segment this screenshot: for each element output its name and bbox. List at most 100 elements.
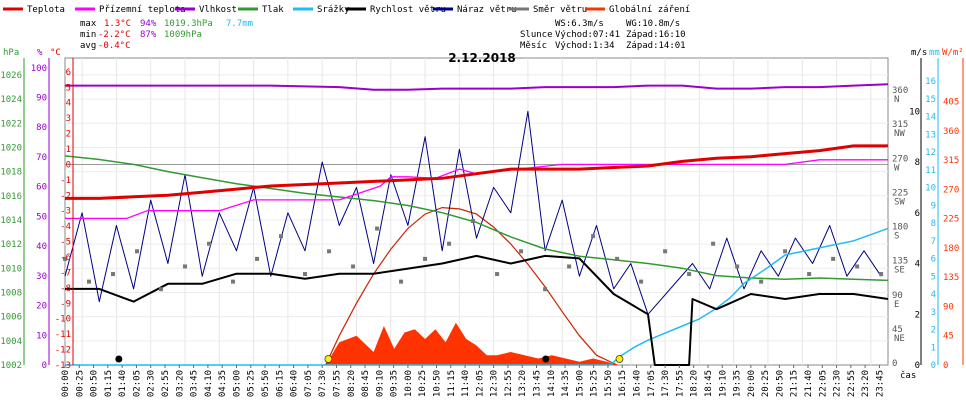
tick-label-hpa: 1012 bbox=[0, 240, 22, 250]
tick-label-hpa: 1020 bbox=[0, 143, 22, 153]
wind-direction-point bbox=[567, 264, 572, 269]
tick-label-mm: 8 bbox=[931, 219, 936, 229]
tick-label-degc: 3 bbox=[66, 114, 71, 124]
tick-label-degc: 2 bbox=[66, 130, 71, 140]
tick-label-time: 07:30 bbox=[318, 370, 328, 397]
wind-direction-point bbox=[159, 287, 164, 292]
tick-label-degc: -7 bbox=[60, 268, 71, 278]
tick-label-time: 21:15 bbox=[790, 370, 800, 397]
tick-label-hpa: 1006 bbox=[0, 313, 22, 323]
axis-unit-degc: °C bbox=[50, 48, 61, 58]
tick-label-time: 17:30 bbox=[661, 370, 671, 397]
tick-label-degc: -13 bbox=[55, 361, 71, 371]
tick-label-degc: -2 bbox=[60, 191, 71, 201]
tick-label-hpa: 1002 bbox=[0, 361, 22, 371]
series-temperature bbox=[65, 144, 888, 200]
tick-label-mm: 0 bbox=[931, 361, 936, 371]
tick-label-time: 16:15 bbox=[618, 370, 628, 397]
legend-label: Směr větru bbox=[533, 5, 587, 15]
tick-label-time: 08:20 bbox=[347, 370, 357, 397]
tick-label-mm: 1 bbox=[931, 343, 936, 353]
tick-label-time: 03:45 bbox=[190, 370, 200, 397]
wind-direction-point bbox=[543, 287, 548, 292]
tick-label-hpa: 1010 bbox=[0, 264, 22, 274]
tick-label-time: 06:40 bbox=[290, 370, 300, 397]
tick-label-hpa: 1004 bbox=[0, 337, 22, 347]
tick-label-ms: 6 bbox=[915, 209, 920, 219]
tick-label-degc: -8 bbox=[60, 284, 71, 294]
tick-label-degc: -11 bbox=[55, 330, 71, 340]
tick-label-time: 20:25 bbox=[761, 370, 771, 397]
tick-label-mm: 7 bbox=[931, 237, 936, 247]
tick-label-time: 07:55 bbox=[332, 370, 342, 397]
tick-label-degc: 6 bbox=[66, 68, 71, 78]
wind-direction-point bbox=[807, 272, 812, 277]
wind-direction-point bbox=[519, 249, 524, 254]
tick-label-ms: 10 bbox=[909, 107, 920, 117]
tick-label-time: 14:10 bbox=[547, 370, 557, 397]
tick-label-wind-direction: 90 bbox=[892, 291, 903, 301]
tick-label-time: 23:45 bbox=[875, 370, 885, 397]
tick-label-time: 06:15 bbox=[275, 370, 285, 397]
tick-label-wind-direction: 315 bbox=[892, 120, 908, 130]
wind-direction-point bbox=[615, 256, 620, 261]
stat-min-temp: -2.2°C bbox=[98, 30, 131, 40]
axis-unit-ms: m/s bbox=[911, 48, 927, 58]
tick-label-time: 10:25 bbox=[418, 370, 428, 397]
axis-hpa: 1026 1024 1022 1020 1018 1016 1014 1012 1010 1008… bbox=[0, 71, 22, 371]
tick-label-wm2: 0 bbox=[943, 361, 948, 371]
wind-ws: WS:6.3m/s bbox=[555, 19, 604, 29]
tick-label-time: 09:10 bbox=[375, 370, 385, 397]
stat-min-hum: 87% bbox=[140, 30, 157, 40]
wind-direction-point bbox=[423, 256, 428, 261]
tick-label-time: 09:35 bbox=[390, 370, 400, 397]
x-axis-label: čas bbox=[900, 370, 916, 381]
grid bbox=[65, 58, 888, 365]
tick-label-time: 14:35 bbox=[561, 370, 571, 397]
moon-rise: Východ:1:34 bbox=[555, 41, 615, 51]
tick-label-hpa: 1018 bbox=[0, 168, 22, 178]
tick-label-wind-direction: 270 bbox=[892, 154, 908, 164]
sun-set: Západ:16:10 bbox=[626, 30, 686, 40]
solar-series bbox=[325, 206, 618, 366]
wind-direction-point bbox=[231, 279, 236, 284]
wind-direction-point bbox=[111, 272, 116, 277]
wind-direction-point bbox=[831, 256, 836, 261]
tick-label-hpa: 1008 bbox=[0, 288, 22, 298]
series-rain bbox=[65, 227, 889, 366]
wind-direction-point bbox=[255, 256, 260, 261]
wind-direction-point bbox=[375, 226, 380, 231]
tick-label-degc: -4 bbox=[60, 222, 71, 232]
wind-direction-point bbox=[327, 249, 332, 254]
tick-label-wm2: 180 bbox=[943, 244, 959, 254]
wind-direction-point bbox=[639, 279, 644, 284]
tick-label-mm: 9 bbox=[931, 201, 936, 211]
tick-label-time: 11:15 bbox=[447, 370, 457, 397]
tick-label-mm: 4 bbox=[931, 290, 936, 300]
tick-label-hpa: 1016 bbox=[0, 192, 22, 202]
wind-direction-point bbox=[207, 241, 212, 246]
wind-direction-point bbox=[279, 234, 284, 239]
axis-unit-pct: % bbox=[37, 48, 43, 58]
tick-label-ms: 4 bbox=[915, 260, 920, 270]
tick-label-time: 01:15 bbox=[104, 370, 114, 397]
tick-label-ms: 0 bbox=[915, 361, 920, 371]
tick-label-time: 15:25 bbox=[590, 370, 600, 397]
tick-label-time: 05:50 bbox=[261, 370, 271, 397]
tick-label-pct: 60 bbox=[36, 183, 47, 193]
wind-direction-point bbox=[135, 249, 140, 254]
axis-time: 00:00 00:25 00:50 01:15 01:40 02:05 02:30 02:55… bbox=[61, 365, 885, 397]
tick-label-wm2: 225 bbox=[943, 215, 959, 225]
tick-label-time: 02:30 bbox=[147, 370, 157, 397]
tick-label-time: 22:30 bbox=[833, 370, 843, 397]
compass-label: SW bbox=[894, 197, 905, 207]
wind-direction-point bbox=[63, 256, 67, 261]
wind-direction-point bbox=[687, 272, 692, 277]
sun-rise: Východ:07:41 bbox=[555, 30, 620, 40]
wind-direction-point bbox=[783, 249, 788, 254]
tick-label-time: 22:55 bbox=[847, 370, 857, 397]
tick-label-wm2: 315 bbox=[943, 156, 959, 166]
tick-label-wm2: 405 bbox=[943, 98, 959, 108]
tick-label-degc: -9 bbox=[60, 299, 71, 309]
